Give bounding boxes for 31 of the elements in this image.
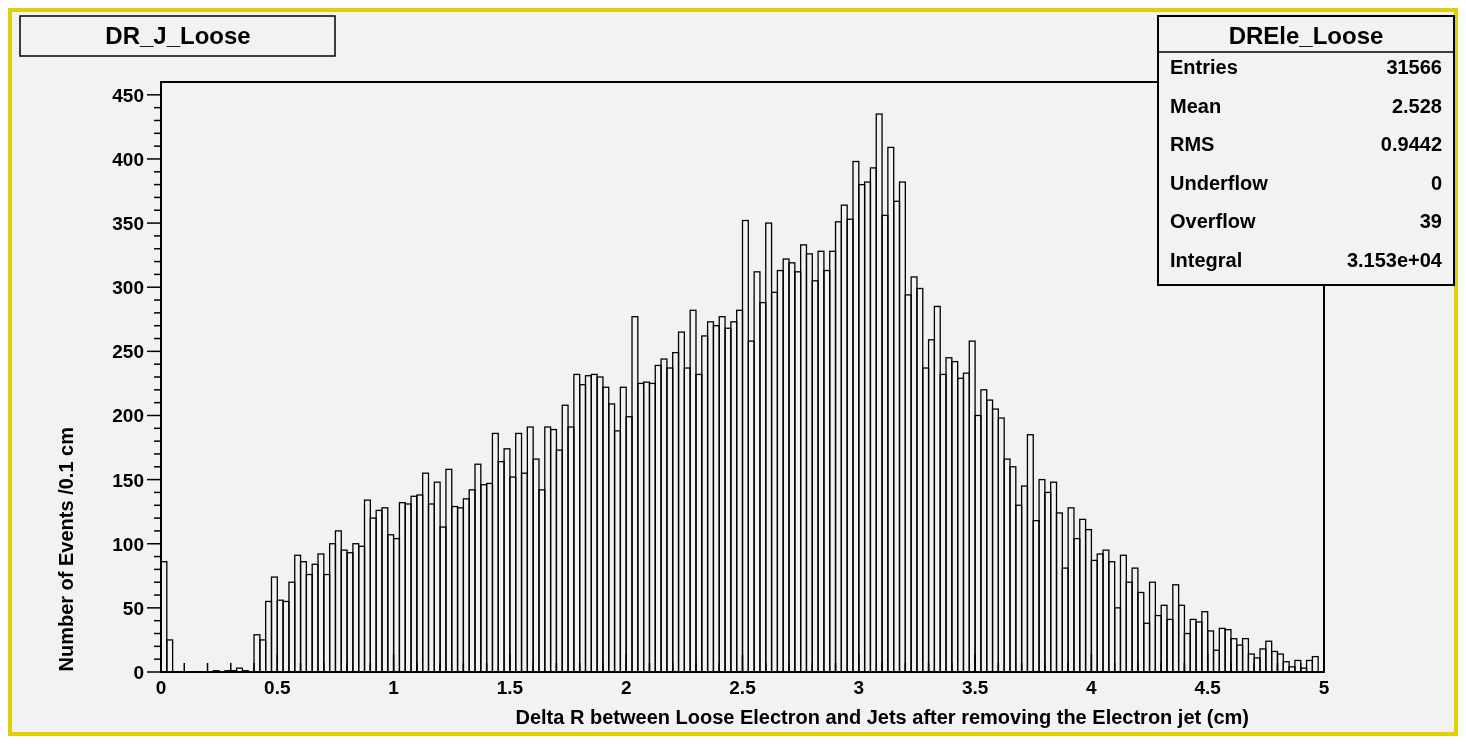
y-tick-label: 150 — [112, 469, 144, 491]
x-tick-label: 3 — [853, 677, 865, 698]
x-tick-label: 0 — [155, 677, 167, 698]
y-tick-label: 200 — [112, 405, 144, 427]
x-tick-label: 1 — [388, 677, 400, 698]
x-tick-label: 2 — [620, 677, 632, 698]
y-tick-label: 100 — [112, 533, 144, 555]
y-tick-label: 50 — [122, 597, 144, 619]
text: RMS 0.9442 — [1170, 133, 1442, 155]
y-tick-label: 300 — [112, 277, 144, 299]
chart-title: DR_J_Loose — [105, 22, 251, 49]
y-tick-label: 0 — [133, 662, 144, 683]
text: Mean 2.528 — [1170, 94, 1442, 117]
x-tick-label: 0.5 — [264, 677, 291, 698]
y-axis-title: Number of Events /0.1 cm — [55, 427, 77, 672]
text: Integral 3.153e+04 — [1170, 248, 1442, 271]
text: DREle_Loose — [1228, 22, 1384, 49]
y-tick-label: 450 — [112, 84, 144, 106]
x-tick-label: 2.5 — [729, 677, 757, 698]
x-tick-label: 5 — [1318, 677, 1330, 698]
x-tick-label: 4.5 — [1194, 677, 1222, 698]
x-tick-label: 1.5 — [496, 677, 524, 698]
y-tick-label: 250 — [112, 341, 144, 363]
x-axis-title: Delta R between Loose Electron and Jets after removing the Electron jet (cm) — [515, 706, 1249, 728]
text: Entries 31566 — [1170, 56, 1442, 78]
x-tick-label: 4 — [1086, 677, 1098, 698]
x-tick-label: 3.5 — [961, 677, 989, 698]
y-tick-label: 350 — [112, 213, 144, 235]
text: Underflow 0 — [1170, 171, 1442, 194]
y-tick-label: 400 — [112, 148, 144, 170]
text: Overflow 39 — [1170, 210, 1442, 232]
